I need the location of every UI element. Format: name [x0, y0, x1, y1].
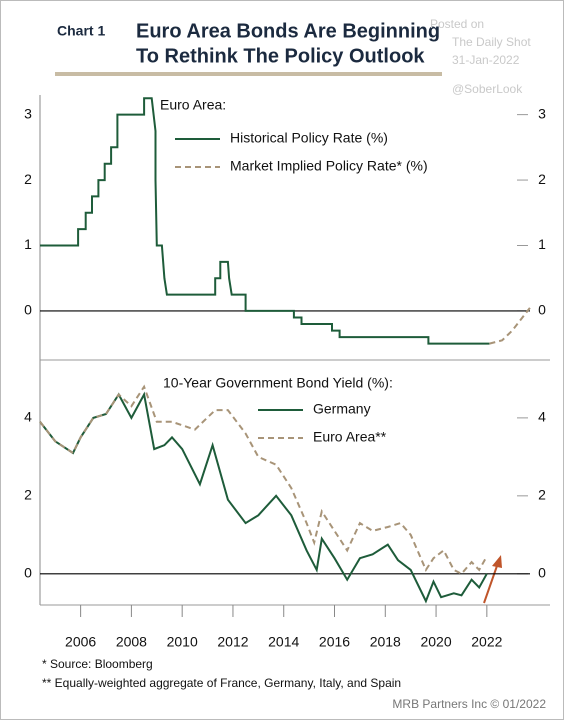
- chart-title: Euro Area Bonds Are Beginning: [136, 20, 440, 42]
- y-tick-label-right: 1: [538, 236, 546, 252]
- panel-title: 10-Year Government Bond Yield (%):: [163, 375, 393, 391]
- x-tick-label: 2010: [167, 634, 198, 650]
- x-tick-label: 2008: [116, 634, 147, 650]
- credit: MRB Partners Inc © 01/2022: [392, 697, 546, 711]
- y-tick-label: 0: [24, 302, 32, 318]
- y-tick-label: 1: [24, 236, 32, 252]
- y-tick-label-right: 3: [538, 105, 546, 121]
- x-tick-label: 2014: [268, 634, 299, 650]
- series-line: [39, 384, 488, 576]
- watermark: @SoberLook: [452, 82, 523, 96]
- y-tick-label-right: 4: [538, 409, 546, 425]
- y-tick-label-right: 0: [538, 302, 546, 318]
- y-tick-label: 3: [24, 105, 32, 121]
- watermark: 31-Jan-2022: [452, 53, 520, 67]
- y-tick-label: 4: [24, 409, 32, 425]
- series-line: [39, 391, 488, 604]
- y-tick-label: 2: [24, 487, 32, 503]
- arrow: [483, 562, 499, 604]
- arrow-head: [492, 555, 502, 568]
- x-tick-label: 2012: [217, 634, 248, 650]
- legend-label: Historical Policy Rate (%): [230, 130, 388, 146]
- watermark: The Daily Shot: [452, 35, 531, 49]
- x-tick-label: 2006: [65, 634, 96, 650]
- y-tick-label-right: 2: [538, 171, 546, 187]
- chart-label: Chart 1: [57, 23, 105, 39]
- x-tick-label: 2022: [471, 634, 502, 650]
- legend-label: Germany: [313, 401, 371, 417]
- x-tick-label: 2018: [370, 634, 401, 650]
- x-tick-label: 2020: [420, 634, 451, 650]
- footnote: * Source: Bloomberg: [42, 657, 153, 671]
- legend-label: Market Implied Policy Rate* (%): [230, 158, 428, 174]
- legend-label: Euro Area**: [313, 429, 387, 445]
- series-line: [40, 97, 490, 345]
- y-tick-label-right: 0: [538, 565, 546, 581]
- x-tick-label: 2016: [319, 634, 350, 650]
- chart-title: To Rethink The Policy Outlook: [136, 45, 425, 67]
- y-tick-label: 2: [24, 171, 32, 187]
- y-tick-label: 0: [24, 565, 32, 581]
- watermark: Posted on: [430, 17, 484, 31]
- panel-title: Euro Area:: [160, 97, 226, 113]
- footnote: ** Equally-weighted aggregate of France,…: [42, 676, 401, 690]
- y-tick-label-right: 2: [538, 487, 546, 503]
